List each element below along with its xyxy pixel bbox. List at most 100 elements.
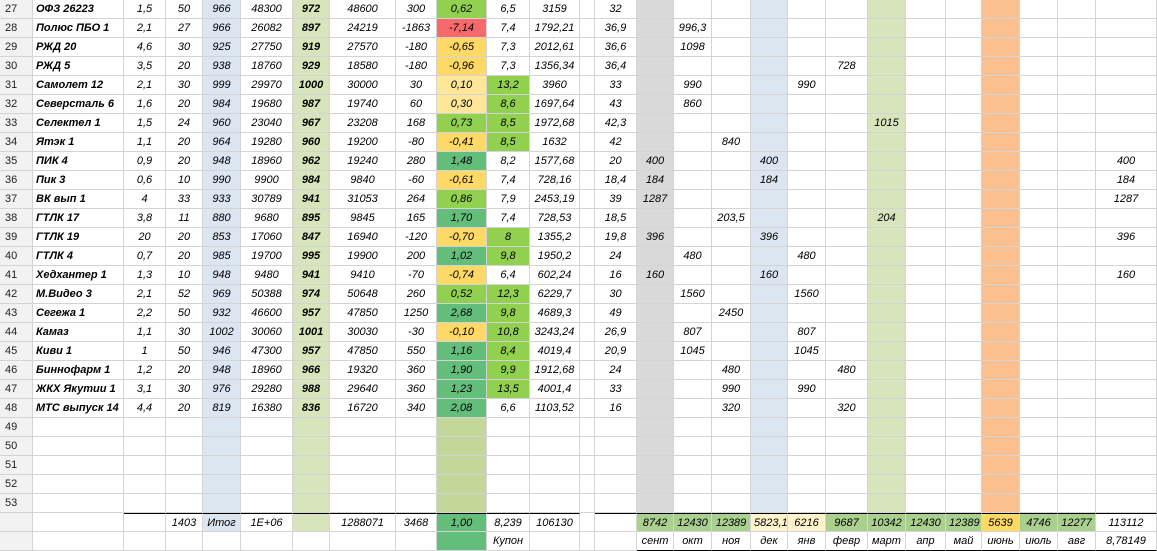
value-cell[interactable]: 0,86 [437,190,487,209]
value-cell[interactable]: 8,4 [487,342,530,361]
month-cell[interactable] [982,0,1020,19]
month-cell[interactable] [868,171,906,190]
month-label-cell[interactable]: апр [906,532,946,551]
value-cell[interactable]: -1863 [396,19,437,38]
month-label-cell[interactable]: окт [674,532,712,551]
empty-cell[interactable] [396,532,437,551]
value-cell[interactable]: 2,68 [437,304,487,323]
value-cell[interactable]: 966 [293,361,330,380]
month-cell[interactable] [946,437,982,456]
value-cell[interactable]: 4 [124,190,166,209]
value-cell[interactable]: 9480 [241,266,293,285]
empty-cell[interactable] [437,418,487,437]
month-cell[interactable] [826,266,868,285]
value-cell[interactable]: 47850 [330,342,396,361]
value-cell[interactable]: 4689,3 [530,304,580,323]
month-cell[interactable] [1058,95,1096,114]
value-cell[interactable]: 10 [166,171,203,190]
month-cell[interactable] [946,399,982,418]
month-cell[interactable] [1058,380,1096,399]
month-cell[interactable] [906,380,946,399]
month-cell[interactable] [788,475,826,494]
value-cell[interactable]: 1,5 [124,0,166,19]
month-cell[interactable] [1096,285,1157,304]
month-cell[interactable]: 320 [712,399,751,418]
month-cell[interactable] [868,152,906,171]
bond-name-cell[interactable]: ЖКХ Якутии 1 [33,380,124,399]
month-cell[interactable] [868,19,906,38]
month-cell[interactable] [712,456,751,475]
month-cell[interactable] [751,437,788,456]
empty-cell[interactable] [203,532,241,551]
month-cell[interactable] [1020,95,1058,114]
month-cell[interactable]: 320 [826,399,868,418]
month-total-cell[interactable]: 5823,1 [751,513,788,532]
month-cell[interactable] [637,304,674,323]
month-total-cell[interactable]: 12430 [906,513,946,532]
value-cell[interactable]: 50388 [241,285,293,304]
month-cell[interactable] [946,342,982,361]
value-cell[interactable]: 1,23 [437,380,487,399]
month-cell[interactable] [1020,285,1058,304]
empty-cell[interactable] [33,437,124,456]
value-cell[interactable]: 50 [166,342,203,361]
month-cell[interactable] [1058,0,1096,19]
value-cell[interactable]: 19900 [330,247,396,266]
value-cell[interactable]: 1912,68 [530,361,580,380]
month-cell[interactable] [1096,19,1157,38]
month-cell[interactable] [906,114,946,133]
bond-name-cell[interactable]: М.Видео 3 [33,285,124,304]
month-cell[interactable]: 480 [674,247,712,266]
empty-cell[interactable] [330,532,396,551]
value-cell[interactable]: 987 [293,95,330,114]
total-cell[interactable]: 3468 [396,513,437,532]
month-cell[interactable] [826,133,868,152]
month-total-cell[interactable]: 9687 [826,513,868,532]
month-cell[interactable] [906,19,946,38]
value-cell[interactable]: 2,1 [124,76,166,95]
value-cell[interactable]: 962 [293,152,330,171]
value-cell[interactable]: 27 [166,19,203,38]
empty-cell[interactable] [580,361,595,380]
month-cell[interactable] [906,209,946,228]
value-cell[interactable]: 12,3 [487,285,530,304]
value-cell[interactable]: 19740 [330,95,396,114]
month-cell[interactable]: 990 [674,76,712,95]
month-cell[interactable] [712,323,751,342]
total-cell[interactable]: 106130 [530,513,580,532]
month-cell[interactable] [1058,133,1096,152]
month-cell[interactable] [637,342,674,361]
value-cell[interactable]: 895 [293,209,330,228]
month-label-cell[interactable]: февр [826,532,868,551]
month-cell[interactable]: 184 [637,171,674,190]
bond-name-cell[interactable]: ГТЛК 4 [33,247,124,266]
month-cell[interactable] [637,323,674,342]
bond-name-cell[interactable]: Северсталь 6 [33,95,124,114]
empty-cell[interactable] [166,475,203,494]
value-cell[interactable]: 948 [203,152,241,171]
value-cell[interactable]: 19240 [330,152,396,171]
month-cell[interactable]: 400 [1096,152,1157,171]
value-cell[interactable]: 16940 [330,228,396,247]
month-cell[interactable] [906,437,946,456]
month-cell[interactable] [751,190,788,209]
value-cell[interactable]: 0,6 [124,171,166,190]
month-cell[interactable] [674,171,712,190]
value-cell[interactable]: 3,8 [124,209,166,228]
total-cell[interactable] [595,513,637,532]
month-cell[interactable] [637,285,674,304]
value-cell[interactable]: 984 [203,95,241,114]
month-cell[interactable] [788,152,826,171]
month-cell[interactable] [1096,323,1157,342]
month-cell[interactable] [982,304,1020,323]
month-cell[interactable]: 1560 [788,285,826,304]
value-cell[interactable]: 967 [293,114,330,133]
month-cell[interactable] [982,266,1020,285]
value-cell[interactable]: 8,2 [487,152,530,171]
empty-cell[interactable] [396,494,437,513]
month-label-cell[interactable]: янв [788,532,826,551]
month-cell[interactable] [637,95,674,114]
empty-cell[interactable] [580,494,595,513]
value-cell[interactable]: -7,14 [437,19,487,38]
month-cell[interactable] [637,133,674,152]
